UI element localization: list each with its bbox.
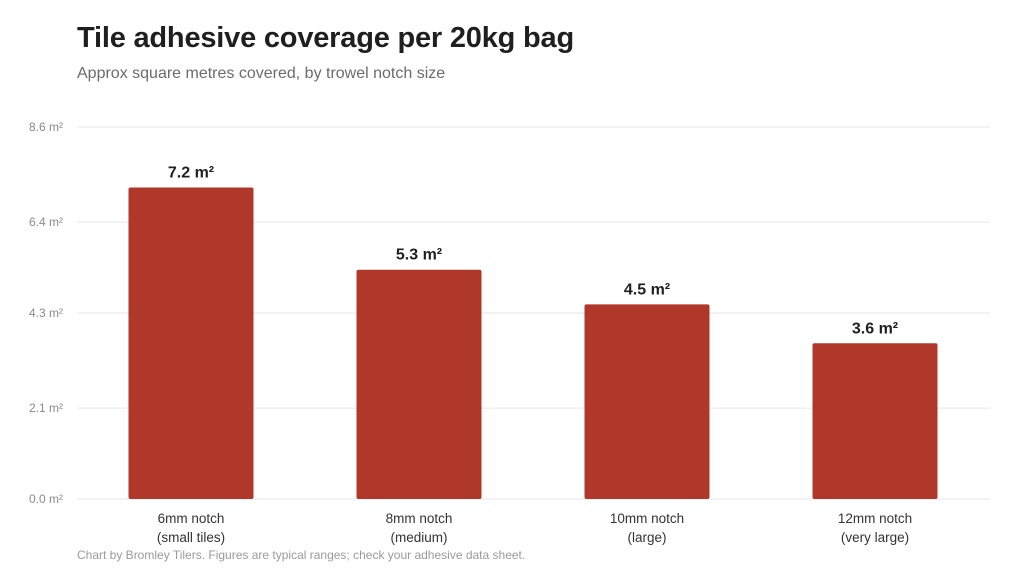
data-label: 5.3 m² [396, 247, 442, 264]
chart-footer-note: Chart by Bromley Tilers. Figures are typ… [77, 548, 526, 562]
x-tick-label: (very large) [841, 530, 909, 545]
y-tick-label: 4.3 m² [29, 306, 63, 320]
data-label: 3.6 m² [852, 320, 898, 337]
bar [812, 343, 938, 499]
label-layer: 7.2 m² 6mm notch (small tiles) 5.3 m² 8mm no… [157, 165, 912, 545]
x-tick-label: (medium) [390, 530, 447, 545]
x-tick-label: 8mm notch [386, 511, 453, 526]
bar [356, 269, 482, 499]
y-tick-label: 2.1 m² [29, 401, 63, 415]
chart-title: Tile adhesive coverage per 20kg bag [77, 22, 574, 54]
data-label: 7.2 m² [168, 165, 214, 182]
chart-subtitle: Approx square metres covered, by trowel … [77, 65, 446, 82]
y-tick-label: 0.0 m² [29, 492, 63, 506]
x-tick-label: 10mm notch [610, 511, 684, 526]
y-tick-label: 8.6 m² [29, 120, 63, 134]
x-tick-label: (small tiles) [157, 530, 225, 545]
data-label: 4.5 m² [624, 281, 670, 298]
x-tick-label: 6mm notch [158, 511, 225, 526]
x-tick-label: 12mm notch [838, 511, 912, 526]
bar-layer [128, 187, 938, 499]
bar [128, 187, 254, 499]
bar [584, 304, 710, 499]
y-tick-label: 6.4 m² [29, 215, 63, 229]
x-tick-label: (large) [627, 530, 666, 545]
